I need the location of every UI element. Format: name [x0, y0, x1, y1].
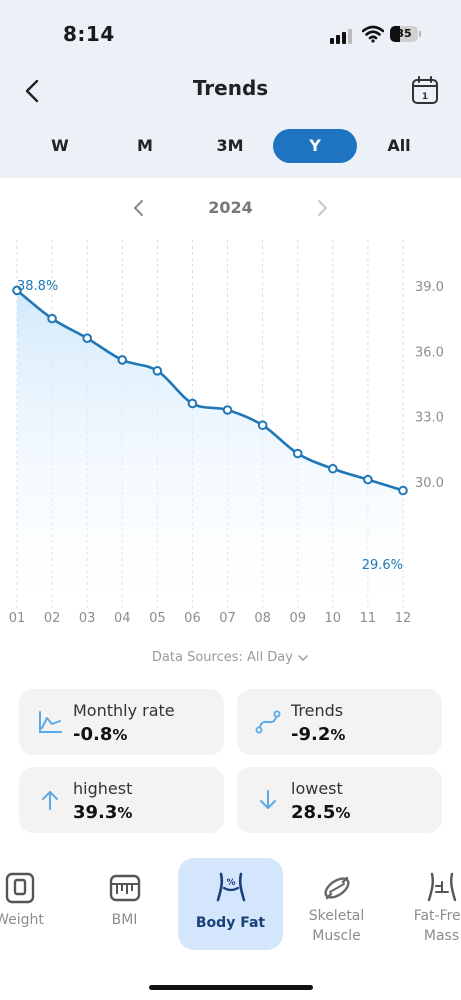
battery-cap	[419, 31, 421, 37]
metric-weight-label: Weight	[0, 912, 44, 928]
tab-w[interactable]: W	[51, 136, 69, 155]
data-point	[47, 313, 57, 324]
metric-fat-free-mass-label: Fat-FreeMass	[413, 908, 461, 944]
battery-level: 35	[396, 27, 412, 40]
data-point	[222, 405, 233, 415]
data-point	[82, 333, 92, 343]
x-tick-label: 01	[9, 611, 26, 626]
signal-icon	[330, 28, 352, 44]
first-value-label: 38.8%	[17, 279, 58, 294]
data-point	[328, 463, 338, 474]
x-tick-label: 09	[289, 611, 306, 626]
wifi-icon	[362, 25, 384, 43]
metric-body-fat[interactable]: % Body Fat	[178, 858, 283, 950]
trends-label: Trends	[291, 701, 344, 720]
trend-curve-icon	[255, 710, 281, 734]
y-tick-label: 39.0	[415, 280, 444, 295]
x-tick-label: 06	[184, 611, 201, 626]
ruler-icon	[109, 874, 141, 902]
home-indicator	[149, 985, 313, 990]
fat-free-mass-icon	[427, 872, 457, 902]
data-point	[292, 448, 303, 459]
y-tick-label: 33.0	[415, 411, 444, 426]
metric-skeletal-muscle-label: Skeletal Muscle	[308, 908, 365, 944]
back-button[interactable]	[20, 76, 46, 106]
svg-text:%: %	[226, 878, 235, 888]
x-tick-label: 10	[325, 611, 342, 626]
tab-all[interactable]: All	[387, 136, 411, 155]
muscle-icon	[324, 876, 350, 900]
data-point	[117, 355, 128, 365]
highest-value: 39.3%	[73, 802, 133, 823]
calendar-icon[interactable]: 1	[410, 74, 440, 106]
lowest-value: 28.5%	[291, 802, 351, 823]
highest-label: highest	[73, 779, 133, 798]
arrow-down-icon	[260, 790, 276, 809]
arrow-up-icon	[42, 791, 58, 810]
monthly-rate-label: Monthly rate	[73, 701, 175, 720]
last-value-label: 29.6%	[362, 558, 403, 573]
svg-text:1: 1	[422, 92, 428, 102]
line-chart-icon	[39, 711, 62, 733]
data-point	[363, 474, 373, 485]
chart-area	[17, 290, 403, 608]
status-time: 8:14	[63, 22, 115, 46]
data-point	[12, 285, 22, 296]
body-fat-chart: 01 02 03 04 05 06 07 08 09 10 11 12 39.0 36.0 33.0 30.0…	[9, 240, 444, 626]
y-tick-label: 36.0	[415, 345, 444, 360]
metric-bmi-label: BMI	[111, 912, 138, 928]
x-tick-label: 05	[149, 611, 166, 626]
tab-y[interactable]: Y	[273, 129, 357, 163]
data-point	[398, 485, 408, 496]
body-fat-icon: %	[216, 872, 246, 902]
trends-value: -9.2%	[291, 724, 346, 745]
highest-card: highest 39.3%	[19, 767, 224, 833]
data-point	[152, 366, 163, 376]
x-tick-label: 07	[219, 611, 236, 626]
range-tabs: W M 3M Y All	[0, 128, 461, 164]
metric-fat-free-mass[interactable]: Fat-FreeMass	[389, 858, 461, 950]
y-tick-label: 30.0	[415, 476, 444, 491]
tab-m[interactable]: M	[137, 136, 153, 155]
year-navigator: 2024	[0, 195, 461, 221]
x-tick-label: 03	[79, 611, 96, 626]
x-tick-label: 04	[114, 611, 131, 626]
metric-weight[interactable]: Weight	[0, 858, 72, 950]
prev-year-button[interactable]	[130, 197, 148, 219]
data-sources-selector[interactable]: Data Sources: All Day	[0, 650, 461, 665]
x-tick-label: 02	[44, 611, 61, 626]
tab-3m[interactable]: 3M	[216, 136, 244, 155]
page-title: Trends	[192, 76, 269, 100]
monthly-rate-card: Monthly rate -0.8%	[19, 689, 224, 755]
next-year-button[interactable]	[313, 197, 331, 219]
x-tick-label: 11	[360, 611, 377, 626]
status-bar: 8:14 35	[0, 0, 461, 64]
lowest-label: lowest	[291, 779, 343, 798]
data-sources-label: Data Sources: All Day	[151, 650, 293, 665]
metric-body-fat-label: Body Fat	[195, 915, 266, 931]
x-tick-label: 08	[254, 611, 271, 626]
metric-skeletal-muscle[interactable]: Skeletal Muscle	[284, 858, 389, 950]
chevron-down-icon	[298, 654, 308, 661]
header-area	[0, 0, 461, 178]
battery-icon: 35	[390, 26, 418, 42]
lowest-card: lowest 28.5%	[237, 767, 442, 833]
metric-bmi[interactable]: BMI	[72, 858, 177, 950]
year-label: 2024	[208, 198, 253, 217]
data-point	[257, 420, 268, 431]
trends-card: Trends -9.2%	[237, 689, 442, 755]
x-tick-label: 12	[395, 611, 412, 626]
monthly-rate-value: -0.8%	[73, 724, 128, 745]
data-point	[187, 398, 198, 409]
metric-selector: Weight BMI % Body Fat Skeletal Muscle	[0, 850, 461, 960]
scale-icon	[5, 872, 35, 904]
